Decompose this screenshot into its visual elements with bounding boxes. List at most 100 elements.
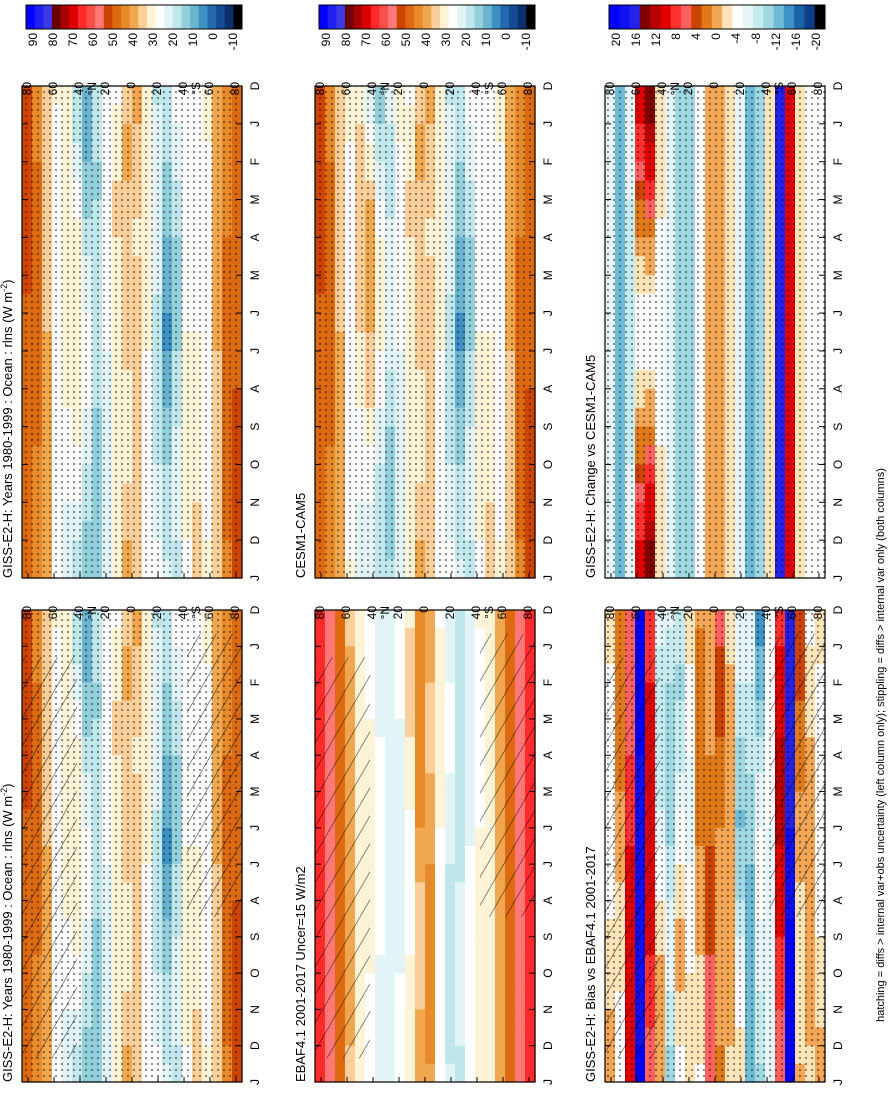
heat-cell (395, 737, 406, 756)
heat-cell (435, 918, 446, 938)
heat-cell (365, 936, 376, 956)
heat-cell (365, 900, 376, 920)
heat-cell (425, 882, 436, 902)
heat-cell (415, 973, 426, 992)
heat-cell (385, 773, 396, 793)
heat-cell (335, 646, 346, 666)
heat-cell (455, 737, 466, 756)
heat-cell (365, 737, 376, 756)
colorbar-swatch (138, 5, 148, 29)
heat-cell (455, 700, 466, 720)
heat-cell (445, 718, 456, 738)
heat-cell (375, 718, 386, 738)
heat-cell (395, 900, 406, 920)
lat-unit-n: °N (85, 606, 99, 619)
panel-title: GISS-E2-H: Years 1980-1999 : Ocean : rln… (0, 784, 15, 1082)
colorbar-tick-label: 90 (26, 33, 40, 47)
colorbar-tick-label: 30 (146, 33, 160, 47)
colorbar-swatch (198, 5, 208, 29)
lat-label: 40 (469, 82, 483, 96)
colorbar-swatch (491, 5, 501, 29)
heat-cell (385, 1045, 396, 1065)
heat-cell (435, 954, 446, 974)
heat-cell (385, 1009, 396, 1029)
month-label: J (831, 825, 845, 831)
lat-label: 0 (707, 82, 721, 89)
heat-cell (465, 827, 476, 847)
heat-cell (385, 628, 396, 647)
heat-cell (465, 991, 476, 1010)
heat-cell (405, 846, 416, 865)
heat-cell (415, 918, 426, 938)
lat-label: 40 (72, 82, 86, 96)
heat-cell (445, 773, 456, 793)
lat-unit-s: °S (772, 82, 786, 95)
heat-cell (405, 610, 416, 629)
heat-cell (435, 737, 446, 756)
heat-cell (465, 737, 476, 756)
heat-cell (395, 918, 406, 938)
heat-cell (365, 755, 376, 774)
month-label: A (248, 233, 262, 241)
month-label: M (541, 787, 555, 797)
heat-cell (405, 827, 416, 847)
heat-cell (415, 737, 426, 756)
colorbar-tick-label: 20 (459, 33, 473, 47)
month-label: J (541, 643, 555, 649)
lat-label: 40 (759, 82, 773, 96)
month-label: J (248, 121, 262, 127)
heat-cell (445, 737, 456, 756)
heat-cell (365, 700, 376, 720)
colorbar-tick-label: 12 (649, 33, 663, 47)
colorbar-tick-label: 0 (206, 33, 220, 40)
month-label: A (831, 233, 845, 241)
heat-cell (435, 1027, 446, 1047)
footnote: hatching = diffs > internal var+obs unce… (875, 468, 887, 1022)
colorbar-swatch (500, 5, 510, 29)
heat-cell (355, 610, 366, 629)
heat-cell (495, 918, 506, 938)
heat-cell (495, 973, 506, 992)
heat-cell (425, 900, 436, 920)
heat-cell (365, 646, 376, 666)
colorbar-swatch (711, 5, 723, 29)
heat-cell (385, 1063, 396, 1083)
heat-cell (445, 864, 456, 883)
lat-label: 0 (707, 606, 721, 613)
heat-cell (425, 809, 436, 829)
heat-cell (445, 610, 456, 629)
colorbar-swatch (414, 5, 424, 29)
heat-cell (315, 610, 326, 629)
colorbar-swatch (51, 5, 62, 29)
colorbar-swatch (207, 5, 217, 29)
heat-cell (455, 718, 466, 738)
heat-cell (405, 628, 416, 647)
heat-cell (415, 646, 426, 666)
colorbar-swatch (691, 5, 703, 29)
heat-cell (475, 1027, 486, 1047)
heat-cell (405, 773, 416, 793)
heat-cell (455, 954, 466, 974)
heat-cell (395, 1063, 406, 1083)
month-label: A (248, 385, 262, 393)
heat-cell (445, 954, 456, 974)
heat-cell (445, 1045, 456, 1065)
heat-cell (455, 864, 466, 883)
heat-cell (495, 1027, 506, 1047)
heat-cell (435, 718, 446, 738)
stipple-overlay (605, 86, 825, 578)
heat-cell (325, 646, 336, 666)
lat-label: 80 (521, 82, 535, 96)
colorbar-swatch (190, 5, 200, 29)
heat-cell (465, 646, 476, 666)
heat-cell (415, 700, 426, 720)
heat-cell (435, 1063, 446, 1083)
heat-cell (465, 1027, 476, 1047)
colorbar-frame (25, 4, 243, 30)
heat-cell (505, 1063, 516, 1083)
heat-cell (375, 628, 386, 647)
colorbar-swatch (224, 5, 234, 29)
heat-cell (385, 718, 396, 738)
heat-cell (395, 610, 406, 629)
heat-cell (365, 682, 376, 702)
